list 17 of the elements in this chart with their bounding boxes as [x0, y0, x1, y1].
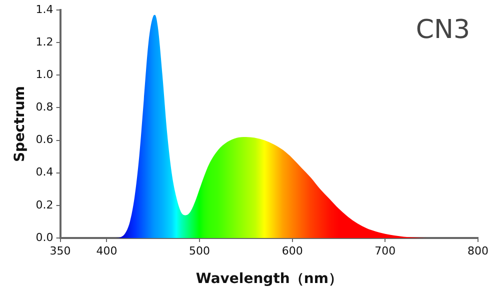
x-tick-label: 800	[468, 244, 488, 258]
y-tick-label: 0.8	[36, 100, 54, 114]
chart-title: CN3	[416, 14, 470, 45]
x-tick-label: 400	[96, 244, 118, 258]
y-tick-label: 1.4	[36, 2, 54, 16]
y-tick-label: 0.4	[36, 166, 54, 179]
y-tick-label: 0.0	[36, 230, 54, 244]
y-tick-label: 1.2	[36, 35, 54, 48]
y-tick-label: 0.6	[36, 133, 54, 146]
x-axis-title: Wavelength（nm）	[196, 271, 342, 288]
y-tick-label: 0.2	[36, 198, 54, 212]
x-tick-label: 500	[189, 244, 210, 258]
x-tick-label: 350	[50, 244, 71, 258]
x-tick-label: 600	[282, 244, 303, 258]
x-tick-label: 700	[374, 244, 396, 258]
y-axis-title: Spectrum	[12, 86, 28, 162]
y-tick-label: 1.0	[36, 68, 54, 81]
